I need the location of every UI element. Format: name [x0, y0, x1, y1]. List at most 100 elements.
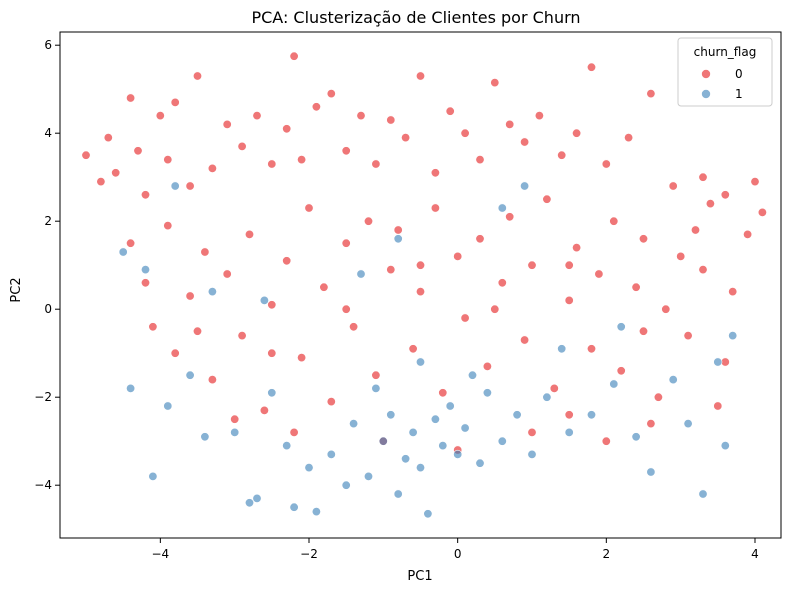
point-1-41 — [609, 379, 619, 389]
point-0-44 — [720, 190, 730, 200]
point-1-24 — [401, 454, 411, 464]
point-0-35 — [534, 111, 544, 121]
y-axis: −4 −2 0 2 4 6 — [34, 38, 60, 492]
point-0-81 — [520, 335, 530, 345]
point-0-69 — [386, 265, 396, 275]
point-0-13 — [222, 119, 232, 129]
point-0-118 — [690, 225, 700, 235]
point-1-32 — [460, 423, 470, 433]
point-0-0 — [81, 150, 91, 160]
point-1-59 — [616, 322, 626, 332]
point-0-115 — [341, 304, 351, 314]
point-1-1 — [126, 383, 136, 393]
point-0-116 — [267, 348, 277, 358]
point-0-84 — [549, 383, 559, 393]
point-0-86 — [572, 243, 582, 253]
x-tick-label: −4 — [151, 547, 169, 561]
point-1-57 — [467, 370, 477, 380]
point-1-48 — [720, 441, 730, 451]
point-1-38 — [542, 392, 552, 402]
point-0-38 — [572, 128, 582, 138]
point-1-53 — [520, 181, 530, 191]
point-1-44 — [668, 375, 678, 385]
point-1-28 — [430, 414, 440, 424]
point-1-35 — [497, 436, 507, 446]
point-0-53 — [200, 247, 210, 257]
point-0-107 — [289, 427, 299, 437]
point-0-56 — [237, 331, 247, 341]
point-0-72 — [415, 287, 425, 297]
point-0-30 — [460, 128, 470, 138]
point-0-78 — [482, 361, 492, 371]
axes-background — [60, 32, 781, 538]
point-0-93 — [653, 392, 663, 402]
legend-label-1: 1 — [735, 87, 743, 101]
point-0-100 — [728, 287, 738, 297]
point-0-25 — [386, 115, 396, 125]
point-0-14 — [237, 141, 247, 151]
point-0-34 — [520, 137, 530, 147]
point-0-33 — [505, 119, 515, 129]
point-0-60 — [282, 256, 292, 266]
point-0-49 — [148, 322, 158, 332]
point-0-95 — [676, 251, 686, 261]
point-1-18 — [341, 480, 351, 490]
point-0-45 — [750, 177, 760, 187]
point-0-52 — [185, 291, 195, 301]
point-0-23 — [356, 111, 366, 121]
point-1-43 — [646, 467, 656, 477]
x-tick-label: 2 — [603, 547, 611, 561]
point-0-27 — [415, 71, 425, 81]
point-0-24 — [371, 159, 381, 169]
point-0-79 — [497, 278, 507, 288]
point-1-10 — [245, 498, 255, 508]
point-0-3 — [111, 168, 121, 178]
point-0-94 — [661, 304, 671, 314]
x-axis: −4 −2 0 2 4 — [151, 538, 759, 561]
point-1-17 — [326, 449, 336, 459]
point-0-76 — [460, 313, 470, 323]
point-0-61 — [297, 353, 307, 363]
series-0 — [81, 51, 767, 455]
point-0-32 — [490, 78, 500, 88]
point-0-73 — [430, 203, 440, 213]
point-0-70 — [393, 225, 403, 235]
point-0-112 — [490, 304, 500, 314]
point-0-21 — [326, 89, 336, 99]
point-1-34 — [482, 388, 492, 398]
point-1-11 — [252, 493, 262, 503]
point-0-97 — [698, 265, 708, 275]
y-tick-label: −4 — [34, 478, 52, 492]
point-1-21 — [378, 436, 388, 446]
point-1-45 — [683, 419, 693, 429]
point-0-6 — [141, 190, 151, 200]
point-0-91 — [631, 282, 641, 292]
point-0-43 — [698, 172, 708, 182]
point-0-19 — [289, 51, 299, 61]
point-1-16 — [311, 507, 321, 517]
point-0-12 — [207, 163, 217, 173]
point-0-29 — [445, 106, 455, 116]
plot-area — [59, 31, 782, 539]
point-1-50 — [356, 269, 366, 279]
point-0-57 — [245, 229, 255, 239]
point-0-51 — [170, 348, 180, 358]
axes-frame — [59, 31, 782, 539]
point-0-64 — [326, 397, 336, 407]
point-1-46 — [698, 489, 708, 499]
point-0-20 — [311, 102, 321, 112]
point-1-39 — [564, 427, 574, 437]
point-1-20 — [363, 471, 373, 481]
point-1-37 — [527, 449, 537, 459]
point-1-8 — [207, 287, 217, 297]
y-axis-label: PC2 — [9, 277, 24, 302]
point-0-67 — [363, 216, 373, 226]
point-0-37 — [586, 62, 596, 72]
point-0-89 — [609, 216, 619, 226]
x-axis-label: PC1 — [407, 569, 432, 584]
point-0-80 — [505, 212, 515, 222]
point-1-19 — [349, 419, 359, 429]
point-0-111 — [415, 260, 425, 270]
point-1-36 — [512, 410, 522, 420]
point-0-103 — [527, 427, 537, 437]
